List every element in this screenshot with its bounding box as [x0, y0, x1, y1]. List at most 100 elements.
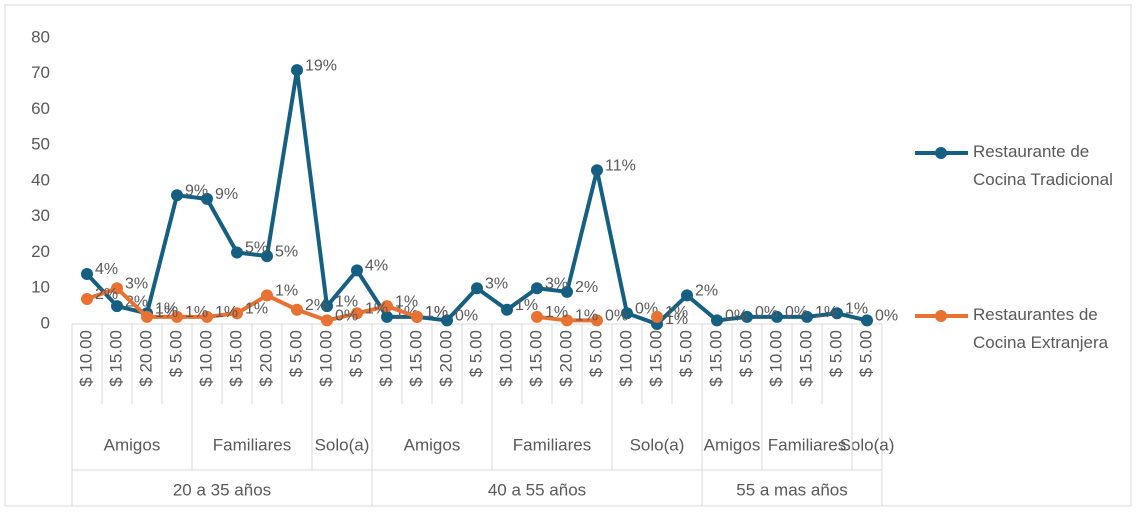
y-tick-label: 30: [31, 206, 50, 225]
subgroup-label: Solo(a): [630, 435, 685, 454]
data-label: 1%: [665, 311, 688, 328]
series-point: [801, 310, 813, 323]
data-label: 2%: [125, 293, 148, 310]
legend-label: Restaurante de Cocina Tradicional: [973, 142, 1113, 189]
series-point: [591, 164, 603, 177]
series-point: [321, 300, 333, 313]
series-point: [681, 289, 693, 302]
x-tick-label: $ 15.00: [796, 330, 815, 387]
x-tick-label: $ 5.00: [676, 330, 695, 377]
series-point: [291, 303, 303, 316]
x-tick-label: $ 5.00: [166, 330, 185, 377]
series-point: [81, 292, 93, 305]
x-tick-label: $ 5.00: [736, 330, 755, 377]
y-tick-label: 80: [31, 27, 50, 46]
x-tick-label: $ 15.00: [406, 330, 425, 387]
chart-border: [4, 4, 1132, 507]
series-point: [741, 310, 753, 323]
data-label: 1%: [155, 304, 178, 321]
data-label: 0%: [785, 304, 808, 321]
x-tick-label: $ 5.00: [856, 330, 875, 377]
x-tick-label: $ 20.00: [436, 330, 455, 387]
subgroup-label: Familiares: [768, 435, 846, 454]
x-tick-label: $ 5.00: [466, 330, 485, 377]
data-label: 2%: [95, 286, 118, 303]
x-tick-label: $ 20.00: [136, 330, 155, 387]
data-label: 0%: [455, 308, 478, 325]
series-point: [621, 307, 633, 320]
series-point: [201, 192, 213, 205]
data-label: 1%: [575, 308, 598, 325]
series-point: [231, 246, 243, 259]
series-point: [141, 310, 153, 323]
x-tick-label: $ 15.00: [646, 330, 665, 387]
subgroup-label: Solo(a): [315, 435, 370, 454]
series-point: [81, 267, 93, 280]
series-point: [381, 300, 393, 313]
y-tick-label: 10: [31, 278, 50, 297]
series-point: [651, 310, 663, 323]
data-label: 3%: [125, 275, 148, 292]
x-tick-label: $ 10.00: [376, 330, 395, 387]
subgroup-label: Amigos: [404, 435, 461, 454]
x-tick-label: $ 5.00: [826, 330, 845, 377]
data-label: 3%: [485, 275, 508, 292]
x-tick-label: $ 20.00: [256, 330, 275, 387]
data-label: 1%: [425, 304, 448, 321]
data-label: 4%: [365, 258, 388, 275]
group-label: 55 a mas años: [736, 480, 848, 499]
y-tick-label: 0: [41, 313, 50, 332]
data-label: 1%: [425, 304, 448, 321]
group-label: 40 a 55 años: [488, 480, 586, 499]
legend-label: Restaurantes de Cocina Extranjera: [973, 305, 1109, 352]
data-label: 1%: [515, 297, 538, 314]
data-label: 0%: [605, 308, 628, 325]
y-tick-label: 40: [31, 170, 50, 189]
data-label: 19%: [305, 57, 337, 74]
y-tick-label: 20: [31, 242, 50, 261]
series-point: [171, 189, 183, 202]
subgroup-label: Amigos: [104, 435, 161, 454]
data-label: 2%: [695, 283, 718, 300]
data-label: 2%: [305, 297, 328, 314]
x-tick-label: $ 10.00: [616, 330, 635, 387]
subgroup-label: Amigos: [704, 435, 761, 454]
series-point: [411, 310, 423, 323]
series-point: [111, 282, 123, 295]
data-label: 1%: [815, 304, 838, 321]
data-label: 1%: [245, 300, 268, 317]
data-label: 1%: [215, 304, 238, 321]
x-tick-label: $ 10.00: [76, 330, 95, 387]
series-point: [291, 64, 303, 77]
data-label: 9%: [215, 186, 238, 203]
data-label: 2%: [575, 279, 598, 296]
data-label: 0%: [725, 308, 748, 325]
x-tick-label: $ 5.00: [346, 330, 365, 377]
series-point: [321, 314, 333, 327]
data-label: 1%: [335, 293, 358, 310]
series-point: [471, 282, 483, 295]
series-point: [111, 300, 123, 313]
data-label: 0%: [755, 304, 778, 321]
series-point: [261, 289, 273, 302]
series-point: [441, 314, 453, 327]
series-point: [381, 310, 393, 323]
series-point: [351, 307, 363, 320]
series-point: [231, 307, 243, 320]
y-tick-label: 50: [31, 135, 50, 154]
series-point: [771, 310, 783, 323]
x-tick-label: $ 20.00: [556, 330, 575, 387]
data-label: 5%: [275, 243, 298, 260]
series-point: [861, 314, 873, 327]
series-point: [171, 310, 183, 323]
x-tick-label: $ 10.00: [196, 330, 215, 387]
x-tick-label: $ 15.00: [226, 330, 245, 387]
subgroup-label: Familiares: [513, 435, 591, 454]
legend-marker: [935, 147, 947, 159]
series-point: [531, 310, 543, 323]
data-label: 1%: [395, 293, 418, 310]
data-label: 1%: [665, 304, 688, 321]
series-point: [351, 264, 363, 277]
x-tick-label: $ 10.00: [766, 330, 785, 387]
